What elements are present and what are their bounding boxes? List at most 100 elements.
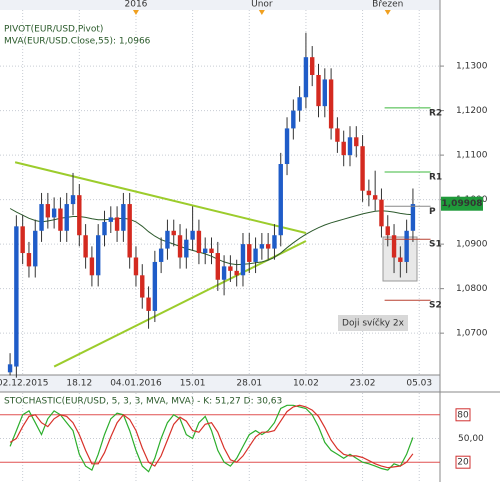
candle-body [385, 226, 390, 236]
candle-body [64, 204, 69, 231]
candle-body [184, 239, 189, 258]
candle-body [247, 244, 252, 262]
stochastic-title: STOCHASTIC(EUR/USD, 5, 3, 3, MVA, MVA) -… [4, 397, 282, 407]
x-tick-label: 05.03 [406, 379, 432, 389]
candle-body [165, 230, 170, 249]
candle-body [391, 235, 397, 258]
candle-body [366, 190, 372, 196]
candle-body [372, 195, 378, 200]
candle-body [158, 248, 164, 262]
candle-body [328, 79, 334, 129]
candle-body [127, 204, 132, 258]
y-tick-label: 1,0700 [456, 329, 488, 339]
candle-body [58, 208, 63, 231]
stoch-tick-label: 80 [457, 410, 469, 420]
pivot-label: R1 [429, 173, 442, 183]
chart-title: PIVOT(EUR/USD,Pivot) [4, 25, 103, 35]
candle-body [140, 275, 145, 298]
candle-body [240, 244, 246, 276]
candle-body [379, 199, 384, 227]
candle-body [284, 128, 290, 165]
annotation-box [338, 315, 408, 331]
candle-body [190, 230, 195, 240]
candle-body [83, 235, 88, 258]
candle-body [95, 235, 101, 276]
period-marker [384, 10, 391, 15]
candle-body [253, 248, 258, 262]
x-tick-label: 10.02 [293, 379, 319, 389]
candle-body [278, 164, 283, 236]
candle-body [89, 257, 95, 276]
candle-body [51, 208, 57, 218]
candle-body [272, 235, 277, 249]
period-label: Březen [372, 0, 403, 10]
pivot-label: P [429, 207, 436, 217]
last-price-label: 1,09908 [442, 199, 483, 209]
candle-body [7, 364, 13, 373]
candle-body [259, 244, 265, 249]
candle-body [20, 226, 25, 254]
candle-body [291, 110, 296, 129]
candle-body [354, 137, 359, 147]
stoch-tick-label: 50,00 [458, 434, 484, 444]
y-tick-label: 1,0800 [456, 284, 488, 294]
candle-body [335, 128, 340, 142]
x-tick-label: 15.01 [180, 379, 206, 389]
stoch-tick-box [455, 408, 471, 422]
period-label: 2016 [125, 0, 148, 10]
top-band [0, 0, 440, 10]
period-label: Únor [251, 0, 273, 10]
pivot-label: R2 [429, 108, 442, 118]
candle-body [14, 226, 19, 367]
stoch-tick-box [455, 455, 471, 469]
trendline [53, 240, 307, 368]
x-tick-label: 23.02 [350, 379, 376, 389]
candle-body [360, 146, 365, 191]
candle-body [45, 204, 51, 218]
trendline [14, 161, 307, 234]
annotation: Doji svíčky 2x [342, 318, 405, 329]
candle-body [297, 97, 302, 111]
candle-body [196, 230, 202, 254]
x-tick-label: 02.12.2015 [0, 379, 48, 389]
candle-body [404, 230, 409, 262]
candle-body [322, 79, 328, 107]
candle-body [39, 204, 44, 231]
x-tick-label: 18.12 [66, 379, 92, 389]
last-price-box [441, 196, 483, 211]
candle-body [341, 141, 346, 156]
candle-body [316, 74, 321, 107]
candle-body [265, 244, 271, 249]
candle-body [221, 266, 227, 280]
candle-body [228, 266, 233, 271]
candle-body [234, 270, 239, 276]
candle-body [303, 57, 309, 98]
y-tick-label: 1,1200 [456, 106, 488, 116]
candle-body [33, 230, 38, 267]
date-band [0, 375, 440, 392]
candle-body [152, 261, 158, 311]
candle-body [398, 257, 403, 262]
stoch-tick-label: 20 [457, 458, 469, 468]
candle-body [310, 57, 315, 75]
candle-body [215, 253, 220, 280]
candle-body [108, 217, 113, 222]
candle-body [114, 217, 120, 231]
candle-body [121, 204, 126, 231]
candle-body [70, 195, 76, 205]
y-tick-label: 1,0900 [456, 240, 488, 250]
period-marker [132, 10, 139, 15]
candle-body [133, 257, 139, 276]
period-marker [258, 10, 265, 15]
candle-body [410, 204, 416, 231]
candle-body [26, 253, 32, 267]
x-tick-label: 04.01.2016 [110, 379, 162, 389]
candle-body [177, 235, 183, 258]
candle-body [146, 297, 151, 311]
stoch-line [9, 404, 414, 473]
candle-body [209, 248, 214, 254]
candle-body [102, 221, 107, 236]
stoch-line [9, 404, 414, 469]
